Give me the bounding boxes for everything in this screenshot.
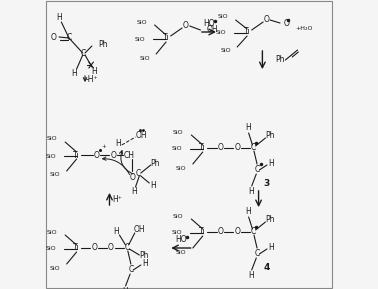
Text: SiO: SiO [139, 55, 150, 60]
Text: H: H [268, 158, 274, 168]
Text: 4: 4 [264, 262, 270, 271]
Text: +: + [101, 144, 106, 149]
Text: +H₂O: +H₂O [296, 25, 313, 31]
Text: O: O [108, 244, 114, 253]
Text: Ti: Ti [163, 34, 169, 42]
Text: C: C [124, 244, 130, 253]
Text: H: H [91, 66, 97, 75]
Text: Ti: Ti [244, 27, 250, 36]
Text: SiO: SiO [45, 247, 56, 251]
Text: H: H [245, 208, 251, 216]
Text: SiO: SiO [136, 19, 147, 25]
Text: H: H [245, 123, 251, 132]
Text: H: H [131, 188, 137, 197]
Text: SiO: SiO [172, 147, 182, 151]
Text: C: C [254, 166, 260, 175]
Text: SiO: SiO [176, 249, 187, 255]
Text: SiO: SiO [220, 49, 231, 53]
Text: C: C [128, 266, 133, 275]
Text: Ti: Ti [73, 244, 80, 253]
Text: H: H [142, 258, 147, 268]
Text: H: H [150, 181, 156, 190]
Text: O: O [130, 173, 135, 181]
Text: SiO: SiO [47, 229, 57, 234]
Text: H: H [248, 271, 254, 279]
Text: H: H [122, 286, 128, 289]
Text: H: H [115, 138, 121, 147]
Text: Ti: Ti [200, 227, 206, 236]
Text: CH: CH [124, 151, 135, 160]
Text: HO: HO [203, 19, 215, 29]
Text: SiO: SiO [176, 166, 187, 171]
Text: C: C [136, 168, 141, 177]
Text: O: O [217, 144, 223, 153]
Text: 3: 3 [264, 179, 270, 188]
Text: Ph: Ph [265, 131, 275, 140]
Text: OH: OH [136, 131, 147, 140]
Text: Ph: Ph [98, 40, 107, 49]
Text: SiO: SiO [173, 214, 184, 218]
Text: O: O [51, 34, 57, 42]
Text: SiO: SiO [135, 36, 146, 42]
Text: H: H [268, 242, 274, 251]
Text: Ph: Ph [139, 251, 149, 260]
Text: Ph: Ph [265, 214, 275, 223]
Text: SiO: SiO [50, 266, 60, 271]
Text: H: H [56, 14, 62, 23]
Text: C: C [251, 144, 256, 153]
Text: O: O [264, 14, 270, 23]
Text: SiO: SiO [216, 31, 226, 36]
Text: C: C [251, 227, 256, 236]
Text: H⁺: H⁺ [112, 194, 122, 203]
Text: HO: HO [175, 236, 186, 244]
Text: O: O [110, 151, 116, 160]
Text: C: C [67, 32, 72, 42]
Text: H: H [71, 69, 77, 79]
Text: SiO: SiO [172, 231, 182, 236]
Text: -H⁺: -H⁺ [85, 75, 98, 84]
Text: O: O [217, 227, 223, 236]
Text: H: H [248, 186, 254, 195]
Text: H: H [113, 227, 119, 236]
Text: O: O [93, 151, 99, 160]
Text: Ph: Ph [150, 160, 160, 168]
Text: C: C [81, 49, 86, 58]
Text: OH: OH [207, 25, 218, 34]
Text: O: O [234, 144, 240, 153]
Text: SiO: SiO [45, 153, 56, 158]
Text: SiO: SiO [50, 173, 60, 177]
Text: O: O [234, 227, 240, 236]
Text: SiO: SiO [47, 136, 57, 142]
Text: Ph: Ph [275, 55, 285, 64]
Text: OH: OH [133, 225, 145, 234]
Text: Ti: Ti [200, 144, 206, 153]
Text: SiO: SiO [217, 14, 228, 19]
Text: Ti: Ti [73, 151, 80, 160]
Text: O: O [91, 244, 97, 253]
Text: O: O [284, 18, 290, 27]
Text: C: C [254, 249, 260, 258]
Text: SiO: SiO [173, 129, 184, 134]
Text: O: O [183, 21, 189, 29]
